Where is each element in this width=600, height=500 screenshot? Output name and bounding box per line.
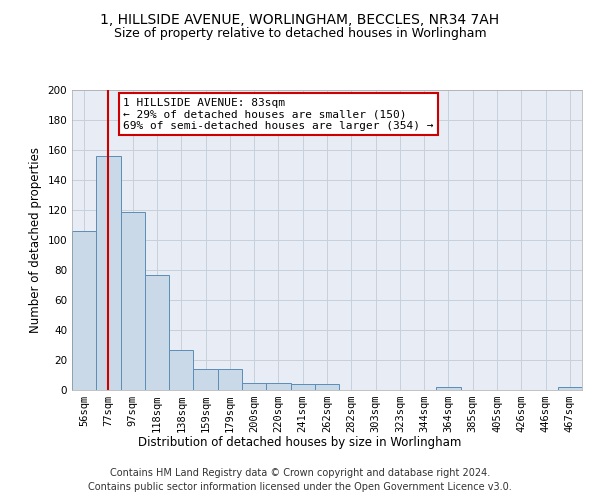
Text: Distribution of detached houses by size in Worlingham: Distribution of detached houses by size … xyxy=(139,436,461,449)
Bar xyxy=(436,387,461,390)
Text: Contains HM Land Registry data © Crown copyright and database right 2024.: Contains HM Land Registry data © Crown c… xyxy=(110,468,490,477)
Bar xyxy=(218,369,242,390)
Bar xyxy=(169,350,193,390)
Text: 1, HILLSIDE AVENUE, WORLINGHAM, BECCLES, NR34 7AH: 1, HILLSIDE AVENUE, WORLINGHAM, BECCLES,… xyxy=(100,12,500,26)
Y-axis label: Number of detached properties: Number of detached properties xyxy=(29,147,42,333)
Text: Contains public sector information licensed under the Open Government Licence v3: Contains public sector information licen… xyxy=(88,482,512,492)
Text: 1 HILLSIDE AVENUE: 83sqm
← 29% of detached houses are smaller (150)
69% of semi-: 1 HILLSIDE AVENUE: 83sqm ← 29% of detach… xyxy=(123,98,433,130)
Bar xyxy=(558,387,582,390)
Bar xyxy=(315,384,339,390)
Bar xyxy=(266,382,290,390)
Bar xyxy=(193,369,218,390)
Bar xyxy=(145,274,169,390)
Bar xyxy=(96,156,121,390)
Bar xyxy=(242,382,266,390)
Text: Size of property relative to detached houses in Worlingham: Size of property relative to detached ho… xyxy=(113,28,487,40)
Bar xyxy=(290,384,315,390)
Bar xyxy=(121,212,145,390)
Bar xyxy=(72,231,96,390)
